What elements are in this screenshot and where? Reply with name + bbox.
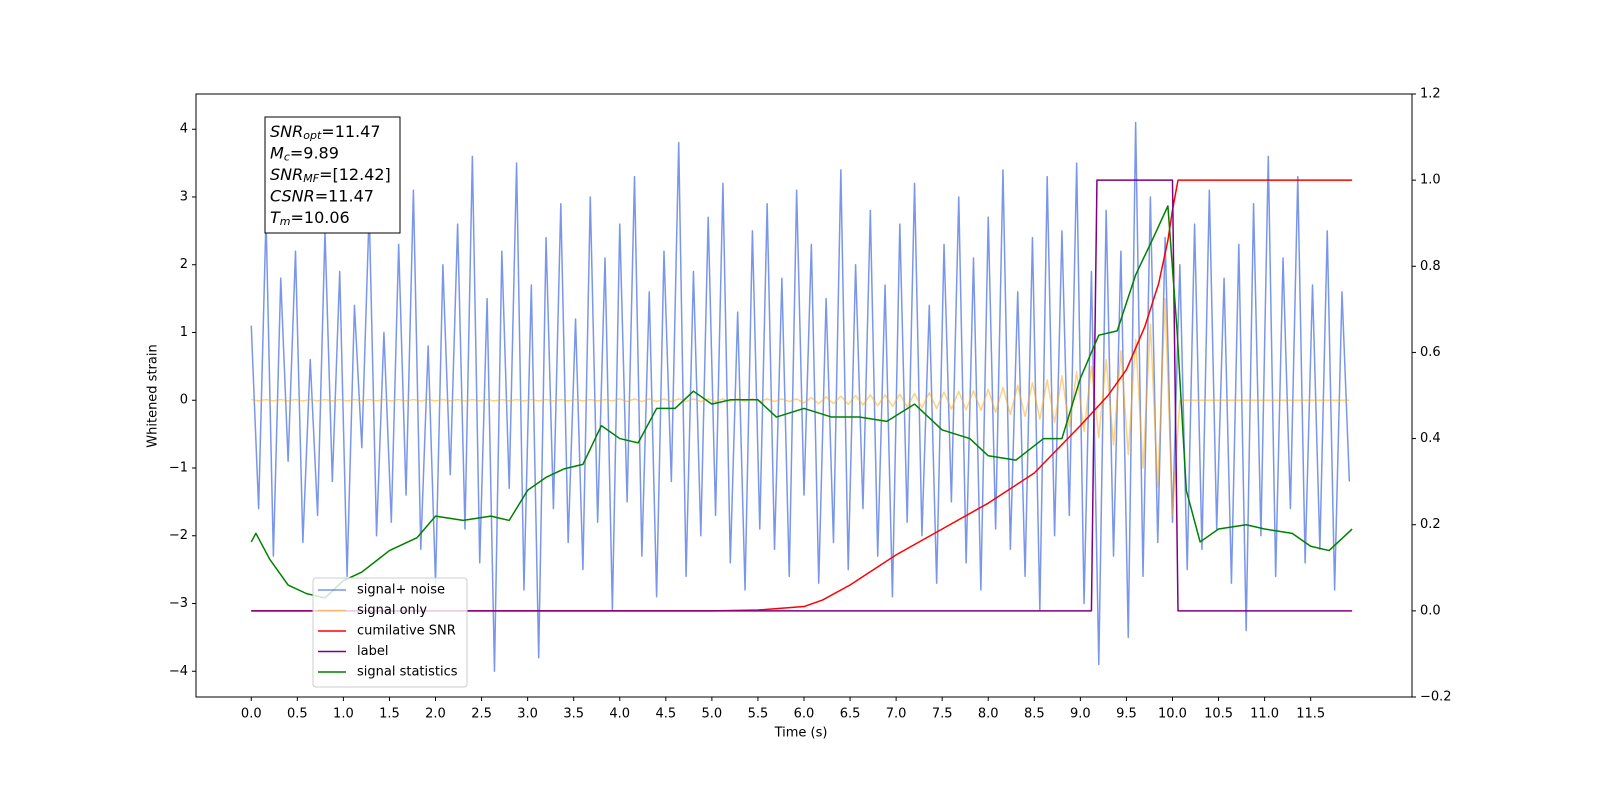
- y-tick-label: 2: [180, 257, 188, 272]
- x-tick-label: 7.5: [932, 707, 953, 722]
- annotation-symbol: SNR: [270, 165, 303, 184]
- y-tick-label: −4: [169, 664, 188, 679]
- annotation-symbol: SNR: [270, 122, 303, 141]
- annotation-box: SNRopt=11.47Mc=9.89SNRMF=[12.42]CSNR=11.…: [264, 116, 401, 234]
- x-tick-label: 1.5: [379, 707, 400, 722]
- x-tick-label: 7.0: [886, 707, 907, 722]
- x-tick-label: 8.5: [1024, 707, 1045, 722]
- legend-label: label: [357, 644, 388, 659]
- y2-tick-label: 0.4: [1420, 431, 1441, 446]
- legend-frame: [312, 577, 468, 688]
- x-tick-label: 3.5: [563, 707, 584, 722]
- series-line: [251, 179, 1353, 612]
- annotation-subscript: opt: [303, 129, 322, 142]
- x-tick-label: 4.5: [655, 707, 676, 722]
- annotation-line: Tm=10.06: [270, 208, 350, 229]
- y-tick-label: 4: [180, 122, 188, 137]
- series-line: [250, 121, 1351, 672]
- y2-tick-label: 1.0: [1420, 173, 1441, 188]
- x-tick-label: 5.5: [748, 707, 769, 722]
- x-tick-label: 5.0: [702, 707, 723, 722]
- annotation-line: CSNR=11.47: [270, 186, 374, 205]
- y-tick-label: −2: [169, 528, 188, 543]
- annotation-subscript: m: [280, 215, 291, 228]
- annotation-value: =10.06: [291, 208, 350, 227]
- y2-tick-label: −0.2: [1420, 690, 1452, 705]
- annotation-line: SNRMF=[12.42]: [270, 165, 391, 186]
- annotation-line: Mc=9.89: [270, 143, 339, 164]
- x-tick-label: 11.5: [1296, 707, 1325, 722]
- annotation-subscript: MF: [303, 172, 319, 185]
- annotation-subscript: c: [284, 151, 290, 164]
- series-line: [250, 205, 1353, 599]
- annotation-value: =[12.42]: [319, 165, 391, 184]
- x-tick-label: 0.0: [241, 707, 262, 722]
- x-tick-label: 0.5: [287, 707, 308, 722]
- x-tick-label: 10.0: [1158, 707, 1187, 722]
- x-tick-label: 4.0: [609, 707, 630, 722]
- x-tick-label: 9.0: [1070, 707, 1091, 722]
- x-tick-label: 6.5: [840, 707, 861, 722]
- annotation-value: =11.47: [315, 186, 374, 205]
- x-tick-label: 3.0: [517, 707, 538, 722]
- x-tick-label: 1.0: [333, 707, 354, 722]
- x-tick-label: 6.0: [794, 707, 815, 722]
- y-tick-label: −1: [169, 460, 188, 475]
- annotation-frame: [264, 116, 401, 234]
- y-tick-label: 3: [180, 189, 188, 204]
- y-tick-label: 0: [180, 393, 188, 408]
- series-line: [251, 297, 1350, 517]
- legend-label: signal statistics: [357, 665, 458, 680]
- annotation-line: SNRopt=11.47: [270, 122, 381, 143]
- x-tick-label: 10.5: [1204, 707, 1233, 722]
- x-tick-label: 11.0: [1250, 707, 1279, 722]
- annotation-symbol: T: [270, 208, 281, 227]
- y2-tick-label: 0.6: [1420, 345, 1441, 360]
- y2-tick-label: 0.2: [1420, 517, 1441, 532]
- legend: signal+ noise signal only cumilative SNR la…: [312, 577, 468, 688]
- y2-tick-label: 0.0: [1420, 603, 1441, 618]
- plot-area: [250, 121, 1353, 672]
- x-tick-label: 8.0: [978, 707, 999, 722]
- legend-label: signal only: [357, 603, 427, 618]
- x-tick-label: 2.5: [471, 707, 492, 722]
- x-tick-label: 9.5: [1116, 707, 1137, 722]
- legend-label: cumilative SNR: [357, 624, 456, 639]
- y2-tick-label: 1.2: [1420, 87, 1441, 102]
- y-axis-label: Whitened strain: [146, 344, 161, 447]
- y-tick-label: −3: [169, 596, 188, 611]
- annotation-value: =11.47: [321, 122, 380, 141]
- y-tick-label: 1: [180, 325, 188, 340]
- y2-tick-label: 0.8: [1420, 259, 1441, 274]
- x-axis-label: Time (s): [774, 726, 828, 741]
- x-tick-label: 2.0: [425, 707, 446, 722]
- annotation-value: =9.89: [290, 143, 339, 162]
- legend-label: signal+ noise: [357, 583, 445, 598]
- annotation-symbol: CSNR: [270, 186, 315, 205]
- annotation-symbol: M: [270, 143, 284, 162]
